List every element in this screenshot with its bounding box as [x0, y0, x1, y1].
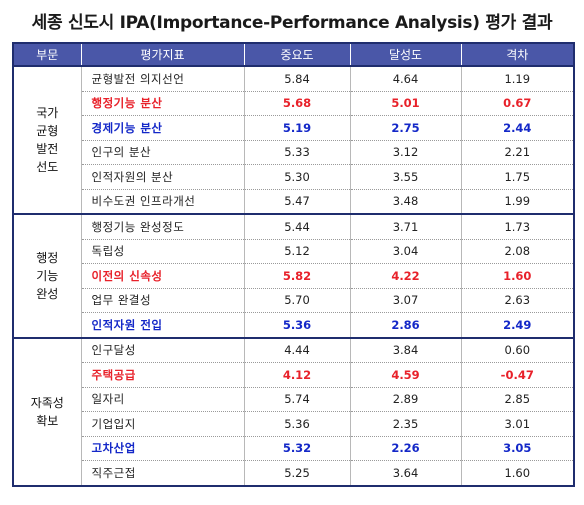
gap-cell: 1.60 [460, 460, 574, 487]
gap-cell: 1.73 [460, 214, 574, 240]
gap-cell: 0.67 [460, 91, 574, 116]
performance-cell: 2.86 [349, 312, 461, 339]
indicator-cell: 인적자원 전입 [80, 312, 244, 339]
importance-cell: 5.25 [243, 460, 350, 487]
table-row: 국가 균형 발전 선도 균형발전 의지선언 5.84 4.64 1.19 [13, 66, 574, 215]
indicator-cell: 인적자원의 분산 [80, 164, 244, 190]
importance-cell: 4.44 [243, 337, 350, 363]
gap-cell: 0.60 [460, 337, 574, 363]
indicator-cell: 균형발전 의지선언 [80, 66, 244, 92]
performance-cell: 5.01 [349, 91, 461, 116]
category-cell: 행정 기능 완성 [13, 214, 81, 339]
header-performance: 달성도 [349, 43, 461, 67]
performance-cell: 2.75 [349, 115, 461, 141]
importance-cell: 5.36 [243, 312, 350, 339]
performance-cell: 4.22 [349, 263, 461, 289]
indicator-cell: 업무 완결성 [80, 288, 244, 313]
table-row: 이전의 신속성 5.82 4.22 1.60 [13, 263, 574, 289]
gap-cell: 2.49 [460, 312, 574, 339]
gap-cell: 1.75 [460, 164, 574, 190]
table-row: 기업입지 5.36 2.35 3.01 [13, 411, 574, 437]
performance-cell: 2.35 [349, 411, 461, 437]
header-category: 부문 [13, 43, 81, 67]
page-title: 세종 신도시 IPA(Importance-Performance Analys… [31, 13, 553, 33]
indicator-cell: 인구의 분산 [80, 140, 244, 165]
importance-cell: 5.70 [243, 288, 350, 313]
table-row: 인구의 분산 5.33 3.12 2.21 [13, 140, 574, 165]
indicator-cell: 일자리 [80, 387, 244, 412]
table-row: 독립성 5.12 3.04 2.08 [13, 239, 574, 264]
performance-cell: 3.71 [349, 214, 461, 240]
indicator-cell: 인구달성 [80, 337, 244, 363]
gap-cell: 3.01 [460, 411, 574, 437]
table-row: 일자리 5.74 2.89 2.85 [13, 387, 574, 412]
gap-cell: 2.85 [460, 387, 574, 412]
indicator-cell: 행정기능 분산 [80, 91, 244, 116]
indicator-cell: 비수도권 인프라개선 [80, 189, 244, 215]
gap-cell: -0.47 [460, 362, 574, 388]
table-row: 직주근접 5.25 3.64 1.60 [13, 460, 574, 487]
gap-cell: 2.08 [460, 239, 574, 264]
performance-cell: 4.64 [349, 66, 461, 92]
indicator-cell: 고차산업 [80, 436, 244, 461]
indicator-cell: 주택공급 [80, 362, 244, 388]
performance-cell: 3.07 [349, 288, 461, 313]
table-row: 인적자원의 분산 5.30 3.55 1.75 [13, 164, 574, 190]
performance-cell: 3.12 [349, 140, 461, 165]
table-row: 행정 기능 완성 행정기능 완성정도 5.44 3.71 1.73 [13, 214, 574, 339]
importance-cell: 5.68 [243, 91, 350, 116]
gap-cell: 2.44 [460, 115, 574, 141]
importance-cell: 5.36 [243, 411, 350, 437]
performance-cell: 3.48 [349, 189, 461, 215]
indicator-cell: 독립성 [80, 239, 244, 264]
performance-cell: 3.64 [349, 460, 461, 487]
gap-cell: 1.99 [460, 189, 574, 215]
header-indicator: 평가지표 [80, 43, 244, 67]
table-row: 비수도권 인프라개선 5.47 3.48 1.99 [13, 189, 574, 215]
importance-cell: 5.33 [243, 140, 350, 165]
table-row: 자족성 확보 인구달성 4.44 3.84 0.60 [13, 337, 574, 487]
importance-cell: 5.12 [243, 239, 350, 264]
performance-cell: 2.89 [349, 387, 461, 412]
table-row: 행정기능 분산 5.68 5.01 0.67 [13, 91, 574, 116]
importance-cell: 5.32 [243, 436, 350, 461]
performance-cell: 3.55 [349, 164, 461, 190]
indicator-cell: 행정기능 완성정도 [80, 214, 244, 240]
importance-cell: 5.44 [243, 214, 350, 240]
indicator-cell: 이전의 신속성 [80, 263, 244, 289]
importance-cell: 5.47 [243, 189, 350, 215]
table-row: 경제기능 분산 5.19 2.75 2.44 [13, 115, 574, 141]
importance-cell: 5.19 [243, 115, 350, 141]
importance-cell: 5.30 [243, 164, 350, 190]
header-importance: 중요도 [243, 43, 350, 67]
performance-cell: 3.84 [349, 337, 461, 363]
indicator-cell: 직주근접 [80, 460, 244, 487]
category-cell: 국가 균형 발전 선도 [13, 66, 81, 215]
gap-cell: 2.63 [460, 288, 574, 313]
table-row: 고차산업 5.32 2.26 3.05 [13, 436, 574, 461]
table-header-row: 부문 평가지표 중요도 달성도 격차 [13, 43, 574, 67]
ipa-results-table: 부문 평가지표 중요도 달성도 격차 국가 균형 발전 선도 균형발전 의지선언 5.84… [12, 42, 575, 487]
table-body: 국가 균형 발전 선도 균형발전 의지선언 5.84 4.64 1.19 행정기능 분산 5.68… [13, 66, 574, 487]
indicator-cell: 경제기능 분산 [80, 115, 244, 141]
header-gap: 격차 [460, 43, 574, 67]
performance-cell: 2.26 [349, 436, 461, 461]
table-row: 업무 완결성 5.70 3.07 2.63 [13, 288, 574, 313]
performance-cell: 3.04 [349, 239, 461, 264]
performance-cell: 4.59 [349, 362, 461, 388]
category-cell: 자족성 확보 [13, 337, 81, 487]
gap-cell: 1.60 [460, 263, 574, 289]
importance-cell: 5.84 [243, 66, 350, 92]
gap-cell: 1.19 [460, 66, 574, 92]
indicator-cell: 기업입지 [80, 411, 244, 437]
gap-cell: 3.05 [460, 436, 574, 461]
importance-cell: 5.74 [243, 387, 350, 412]
importance-cell: 5.82 [243, 263, 350, 289]
table-row: 주택공급 4.12 4.59 -0.47 [13, 362, 574, 388]
gap-cell: 2.21 [460, 140, 574, 165]
importance-cell: 4.12 [243, 362, 350, 388]
table-row: 인적자원 전입 5.36 2.86 2.49 [13, 312, 574, 339]
